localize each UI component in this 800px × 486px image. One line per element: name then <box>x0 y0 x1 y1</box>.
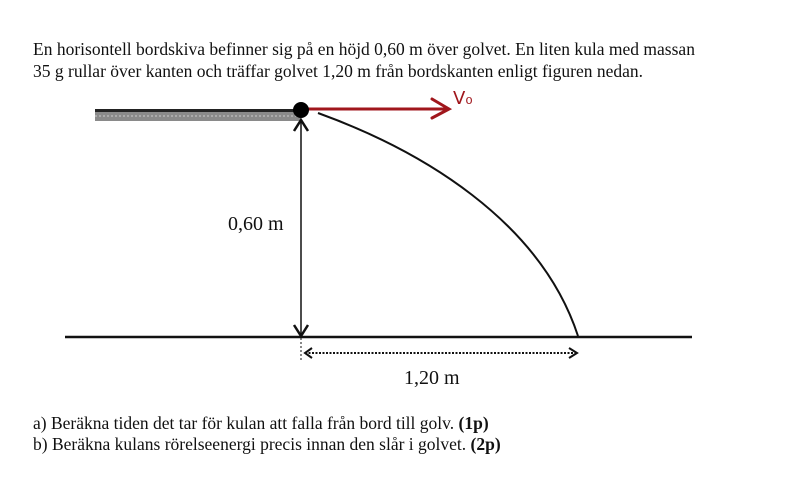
intro-line-1: En horisontell bordskiva befinner sig på… <box>33 39 695 59</box>
distance-dimension-arrow <box>300 338 579 360</box>
height-dimension-arrow <box>292 117 310 339</box>
velocity-label: V₀ <box>453 88 473 109</box>
table-top <box>95 109 301 121</box>
velocity-arrow <box>299 97 453 120</box>
question-b-points: (2p) <box>470 434 501 454</box>
ball <box>293 102 309 118</box>
question-a-points: (1p) <box>458 413 489 433</box>
question-a-text: a) Beräkna tiden det tar för kulan att f… <box>33 413 455 433</box>
problem-text: En horisontell bordskiva befinner sig på… <box>33 38 793 82</box>
trajectory-curve <box>317 112 579 337</box>
question-b-text: b) Beräkna kulans rörelseenergi precis i… <box>33 434 467 454</box>
intro-line-2: 35 g rullar över kanten och träffar golv… <box>33 61 644 81</box>
distance-label: 1,20 m <box>404 367 460 389</box>
question-a: a) Beräkna tiden det tar för kulan att f… <box>33 413 489 434</box>
question-b: b) Beräkna kulans rörelseenergi precis i… <box>33 434 501 455</box>
height-label: 0,60 m <box>228 213 284 235</box>
